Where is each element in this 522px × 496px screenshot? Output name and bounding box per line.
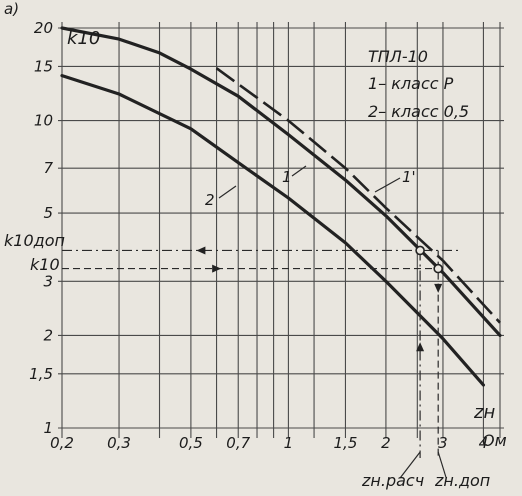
- z-dop-label: zн.доп: [434, 471, 490, 490]
- y-tick-label: 3: [43, 272, 53, 290]
- x-unit-label: Ом: [482, 431, 507, 450]
- panel-label: a): [4, 0, 19, 18]
- k10-arrow: [212, 264, 222, 273]
- y-axis-label: k10: [67, 28, 100, 49]
- y-tick-label: 2: [43, 326, 53, 344]
- series-line-1: [60, 26, 502, 337]
- y-tick-label: 1,5: [29, 365, 53, 383]
- x-tick-label: 1,5: [334, 434, 358, 452]
- curve-label-1-prime-leader: [374, 177, 401, 193]
- y-tick-label: 20: [34, 19, 53, 37]
- chart-helper-lines: [62, 165, 461, 479]
- k10-point: [433, 263, 443, 274]
- y-tick-label: 7: [43, 159, 53, 177]
- x-tick-label: 3: [438, 434, 448, 452]
- z-rasch-leader-line: [399, 451, 421, 479]
- x-tick-label: 1: [284, 434, 294, 452]
- curve-label-1-prime: 1': [402, 168, 416, 186]
- z-rasch-label: zн.расч: [361, 471, 424, 490]
- series-line-2: [60, 74, 485, 387]
- legend-entry-2: 2– класс 0,5: [368, 102, 469, 121]
- k10-dop-label: k10доп: [4, 231, 65, 250]
- x-tick-label: 0,5: [179, 434, 203, 452]
- curve-label-2-leader: [218, 185, 237, 199]
- chart-curves: [60, 26, 502, 387]
- y-tick-label: 1: [43, 419, 53, 437]
- curve-label-1-leader: [291, 165, 307, 177]
- k10-dop-point: [415, 245, 425, 256]
- curve-label-1: 1: [282, 168, 292, 186]
- curve-label-2: 2: [205, 191, 215, 209]
- y-tick-label: 5: [43, 204, 53, 222]
- x-tick-label: 0,7: [226, 434, 250, 452]
- x-tick-label: 0,2: [50, 434, 74, 452]
- chart-grid: [58, 22, 504, 438]
- x-tick-label: 0,3: [107, 434, 131, 452]
- x-tick-label: 2: [381, 434, 391, 452]
- z-rasch-arrow: [416, 342, 425, 352]
- series-line-1': [215, 67, 501, 324]
- legend-entry-1: 1– класс Р: [368, 74, 454, 93]
- k10-label: k10: [30, 255, 60, 274]
- legend-title: ТПЛ-10: [368, 47, 428, 66]
- x-tick-label: 4: [479, 434, 489, 452]
- z-dop-arrow: [434, 283, 443, 293]
- y-tick-label: 10: [34, 112, 53, 130]
- z-dop-leader-line: [437, 451, 447, 479]
- chart-tick-labels: 0,2 0,3 0,5 0,7 1 1,5 2 3 4 1 1,5 2 3 5 7 10 15 20: [29, 19, 488, 452]
- x-axis-label: zн: [473, 402, 495, 423]
- y-tick-label: 15: [34, 57, 53, 75]
- k10-dop-arrow: [196, 246, 206, 255]
